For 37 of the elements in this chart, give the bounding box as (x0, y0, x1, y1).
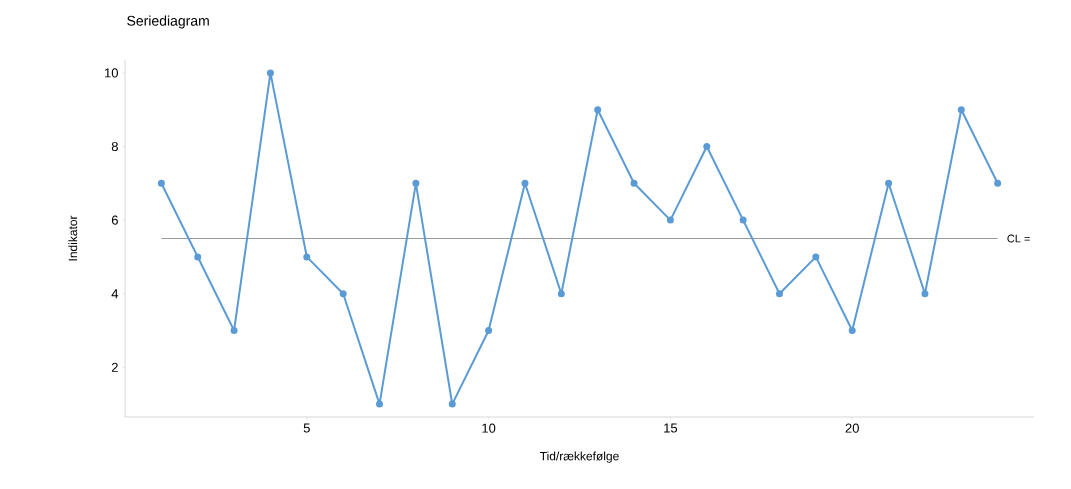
x-tick-label: 20 (845, 423, 859, 433)
point (666, 216, 674, 224)
y-tick-label: 8 (111, 141, 118, 152)
point (303, 253, 311, 261)
y-tick-label: 4 (111, 289, 119, 299)
point (885, 179, 893, 187)
point (157, 179, 165, 187)
x-tick-label: 15 (664, 423, 678, 433)
x-tick-label: 10 (482, 423, 496, 433)
y-axis-title: Indikator (68, 215, 78, 261)
point (521, 179, 529, 187)
point (194, 253, 202, 261)
x-axis-title: Tid/rækkefølge (539, 451, 619, 463)
x-tick-label: 5 (303, 423, 310, 433)
y-tick-label: 2 (111, 362, 118, 372)
point (339, 290, 347, 298)
point (557, 290, 565, 298)
y-tick-label: 6 (111, 215, 118, 225)
y-tick-label: 10 (105, 68, 118, 78)
chart-title: Seriediagram (127, 15, 209, 29)
point (376, 400, 384, 408)
point (848, 327, 856, 335)
point (485, 327, 493, 335)
point (921, 290, 929, 298)
point (266, 69, 274, 77)
point (594, 106, 602, 114)
point (230, 327, 238, 335)
point (957, 106, 965, 114)
point (630, 179, 638, 187)
point (448, 400, 456, 408)
point (812, 253, 820, 261)
point (739, 216, 747, 224)
point (994, 179, 1002, 187)
ref-line-label: CL = (1007, 234, 1030, 243)
point (703, 142, 711, 150)
point (775, 290, 783, 298)
point (412, 179, 420, 187)
